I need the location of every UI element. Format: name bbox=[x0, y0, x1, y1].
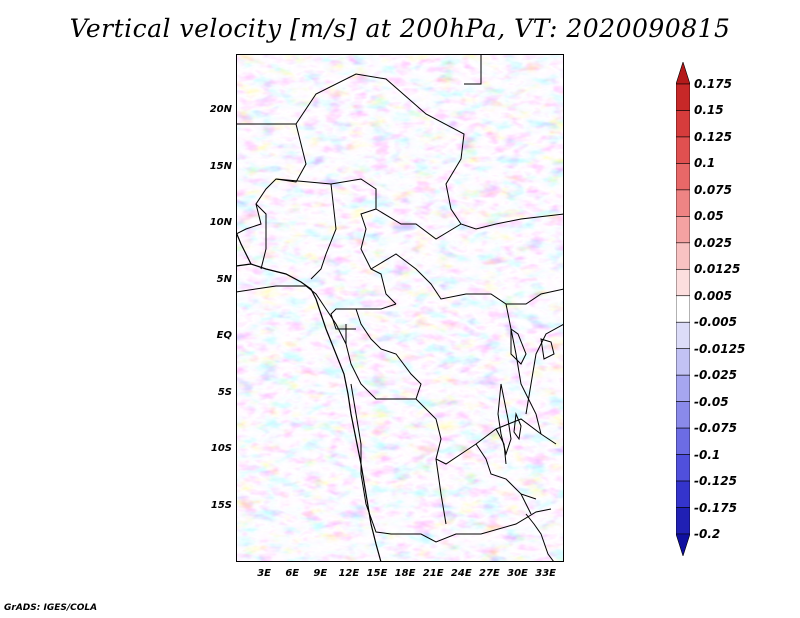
colorbar-tick-label: 0.005 bbox=[694, 288, 732, 303]
colorbar-segment bbox=[675, 163, 691, 191]
colorbar-segment bbox=[675, 189, 691, 217]
lon-tick-label: 6E bbox=[285, 568, 300, 579]
velocity-field bbox=[236, 54, 564, 562]
colorbar-segment bbox=[675, 295, 691, 323]
colorbar-segment bbox=[675, 454, 691, 482]
colorbar-tick-label: 0.1 bbox=[694, 156, 716, 171]
lat-tick-label: EQ bbox=[216, 330, 232, 342]
colorbar-tick-label: 0.125 bbox=[694, 129, 732, 144]
lat-tick-label: 15N bbox=[209, 160, 232, 172]
colorbar-tick-label: -0.0125 bbox=[694, 341, 746, 356]
chart-title: Vertical velocity [m/s] at 200hPa, VT: 2… bbox=[69, 14, 731, 43]
colorbar-segment bbox=[675, 242, 691, 270]
lat-tick-label: 10S bbox=[210, 443, 232, 455]
colorbar-tick-label: 0.175 bbox=[694, 77, 732, 91]
lon-tick-label: 9E bbox=[313, 568, 328, 579]
map-frame bbox=[236, 54, 564, 562]
colorbar-segment bbox=[675, 348, 691, 376]
lon-tick-label: 18E bbox=[394, 568, 416, 579]
colorbar-tick-label: -0.025 bbox=[694, 368, 737, 383]
colorbar-segment bbox=[675, 136, 691, 164]
colorbar-segment bbox=[675, 507, 691, 535]
colorbar-tick-label: 0.15 bbox=[694, 103, 724, 118]
colorbar-segment bbox=[675, 321, 691, 350]
lon-tick-label: 30E bbox=[507, 568, 528, 579]
colorbar-tick-label: -0.175 bbox=[694, 500, 737, 515]
colorbar-tick-label: -0.2 bbox=[694, 527, 721, 541]
coastline bbox=[235, 231, 382, 563]
lat-tick-label: 5S bbox=[217, 386, 232, 398]
colorbar-tick-label: 0.05 bbox=[694, 209, 724, 224]
grads-credit: GrADS: IGES/COLA bbox=[4, 603, 98, 613]
colorbar bbox=[675, 61, 691, 557]
lat-tick-label: 10N bbox=[209, 217, 232, 229]
colorbar-tick-label: 0.0125 bbox=[694, 262, 741, 277]
colorbar-tick-label: 0.075 bbox=[694, 182, 732, 197]
colorbar-tick-label: -0.125 bbox=[694, 474, 737, 489]
lon-tick-label: 24E bbox=[450, 568, 472, 579]
country-borders bbox=[235, 54, 565, 563]
colorbar-bottom-arrow bbox=[675, 533, 691, 557]
colorbar-segment bbox=[675, 480, 691, 508]
colorbar-segment bbox=[675, 268, 691, 297]
velocity-map bbox=[235, 54, 565, 563]
colorbar-tick-label: -0.1 bbox=[694, 447, 721, 462]
lat-tick-label: 5N bbox=[216, 273, 232, 285]
lon-tick-label: 33E bbox=[535, 568, 556, 579]
lon-tick-label: 12E bbox=[338, 568, 360, 579]
lat-tick-label: 15S bbox=[210, 499, 232, 511]
colorbar-segment bbox=[675, 83, 691, 111]
lakes bbox=[497, 328, 555, 456]
colorbar-svg bbox=[675, 61, 691, 557]
colorbar-tick-label: 0.025 bbox=[694, 235, 732, 250]
lon-tick-label: 3E bbox=[257, 568, 271, 579]
lon-tick-label: 27E bbox=[479, 568, 500, 579]
lon-tick-label: 15E bbox=[366, 568, 388, 579]
lon-tick-label: 21E bbox=[422, 568, 444, 579]
colorbar-segment bbox=[675, 401, 691, 429]
colorbar-segment bbox=[675, 374, 691, 402]
colorbar-segment bbox=[675, 216, 691, 244]
colorbar-segment bbox=[675, 427, 691, 455]
colorbar-segment bbox=[675, 110, 691, 138]
colorbar-tick-label: -0.075 bbox=[694, 421, 737, 436]
colorbar-tick-label: -0.05 bbox=[694, 394, 729, 409]
map-svg bbox=[235, 54, 565, 563]
colorbar-tick-label: -0.005 bbox=[694, 315, 737, 330]
colorbar-top-arrow bbox=[675, 61, 691, 85]
lat-tick-label: 20N bbox=[209, 104, 232, 116]
